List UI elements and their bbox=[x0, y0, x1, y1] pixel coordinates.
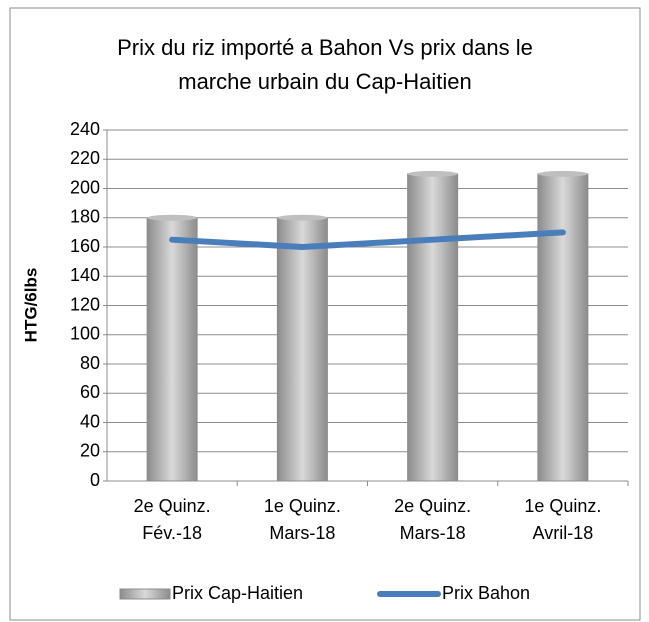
chart-title: Prix du riz importé a Bahon Vs prix dans… bbox=[117, 35, 533, 60]
y-tick-label: 0 bbox=[90, 470, 100, 490]
x-tick-label: 1e Quinz. bbox=[264, 496, 341, 516]
y-tick-label: 140 bbox=[70, 265, 100, 285]
bar bbox=[537, 173, 589, 482]
bar-cap bbox=[537, 170, 588, 177]
bar bbox=[407, 173, 459, 482]
x-tick-label: Mars-18 bbox=[400, 523, 466, 543]
y-tick-label: 240 bbox=[70, 119, 100, 139]
bar-cap bbox=[277, 214, 328, 221]
y-tick-label: 80 bbox=[80, 353, 100, 373]
y-tick-label: 180 bbox=[70, 207, 100, 227]
x-tick-label: Fév.-18 bbox=[142, 523, 202, 543]
legend-label: Prix Bahon bbox=[442, 583, 530, 603]
y-tick-label: 100 bbox=[70, 324, 100, 344]
line bbox=[169, 229, 566, 250]
legend-swatch bbox=[119, 588, 171, 600]
y-tick-label: 60 bbox=[80, 382, 100, 402]
y-tick-label: 220 bbox=[70, 148, 100, 168]
bar-cap bbox=[407, 170, 458, 177]
x-tick-label: Avril-18 bbox=[533, 523, 594, 543]
bar bbox=[276, 217, 328, 482]
legend-label: Prix Cap-Haitien bbox=[172, 583, 303, 603]
x-tick-label: 1e Quinz. bbox=[524, 496, 601, 516]
y-tick-label: 160 bbox=[70, 236, 100, 256]
bar-cap bbox=[147, 214, 198, 221]
y-tick-label: 120 bbox=[70, 294, 100, 314]
x-tick-label: 2e Quinz. bbox=[394, 496, 471, 516]
x-tick-label: Mars-18 bbox=[269, 523, 335, 543]
x-tick-label: 2e Quinz. bbox=[134, 496, 211, 516]
y-tick-label: 40 bbox=[80, 411, 100, 431]
y-tick-label: 20 bbox=[80, 441, 100, 461]
y-axis-label: HTG/6lbs bbox=[21, 268, 40, 343]
bar bbox=[146, 217, 198, 482]
chart-title: marche urbain du Cap-Haitien bbox=[178, 69, 472, 94]
y-tick-label: 200 bbox=[70, 177, 100, 197]
